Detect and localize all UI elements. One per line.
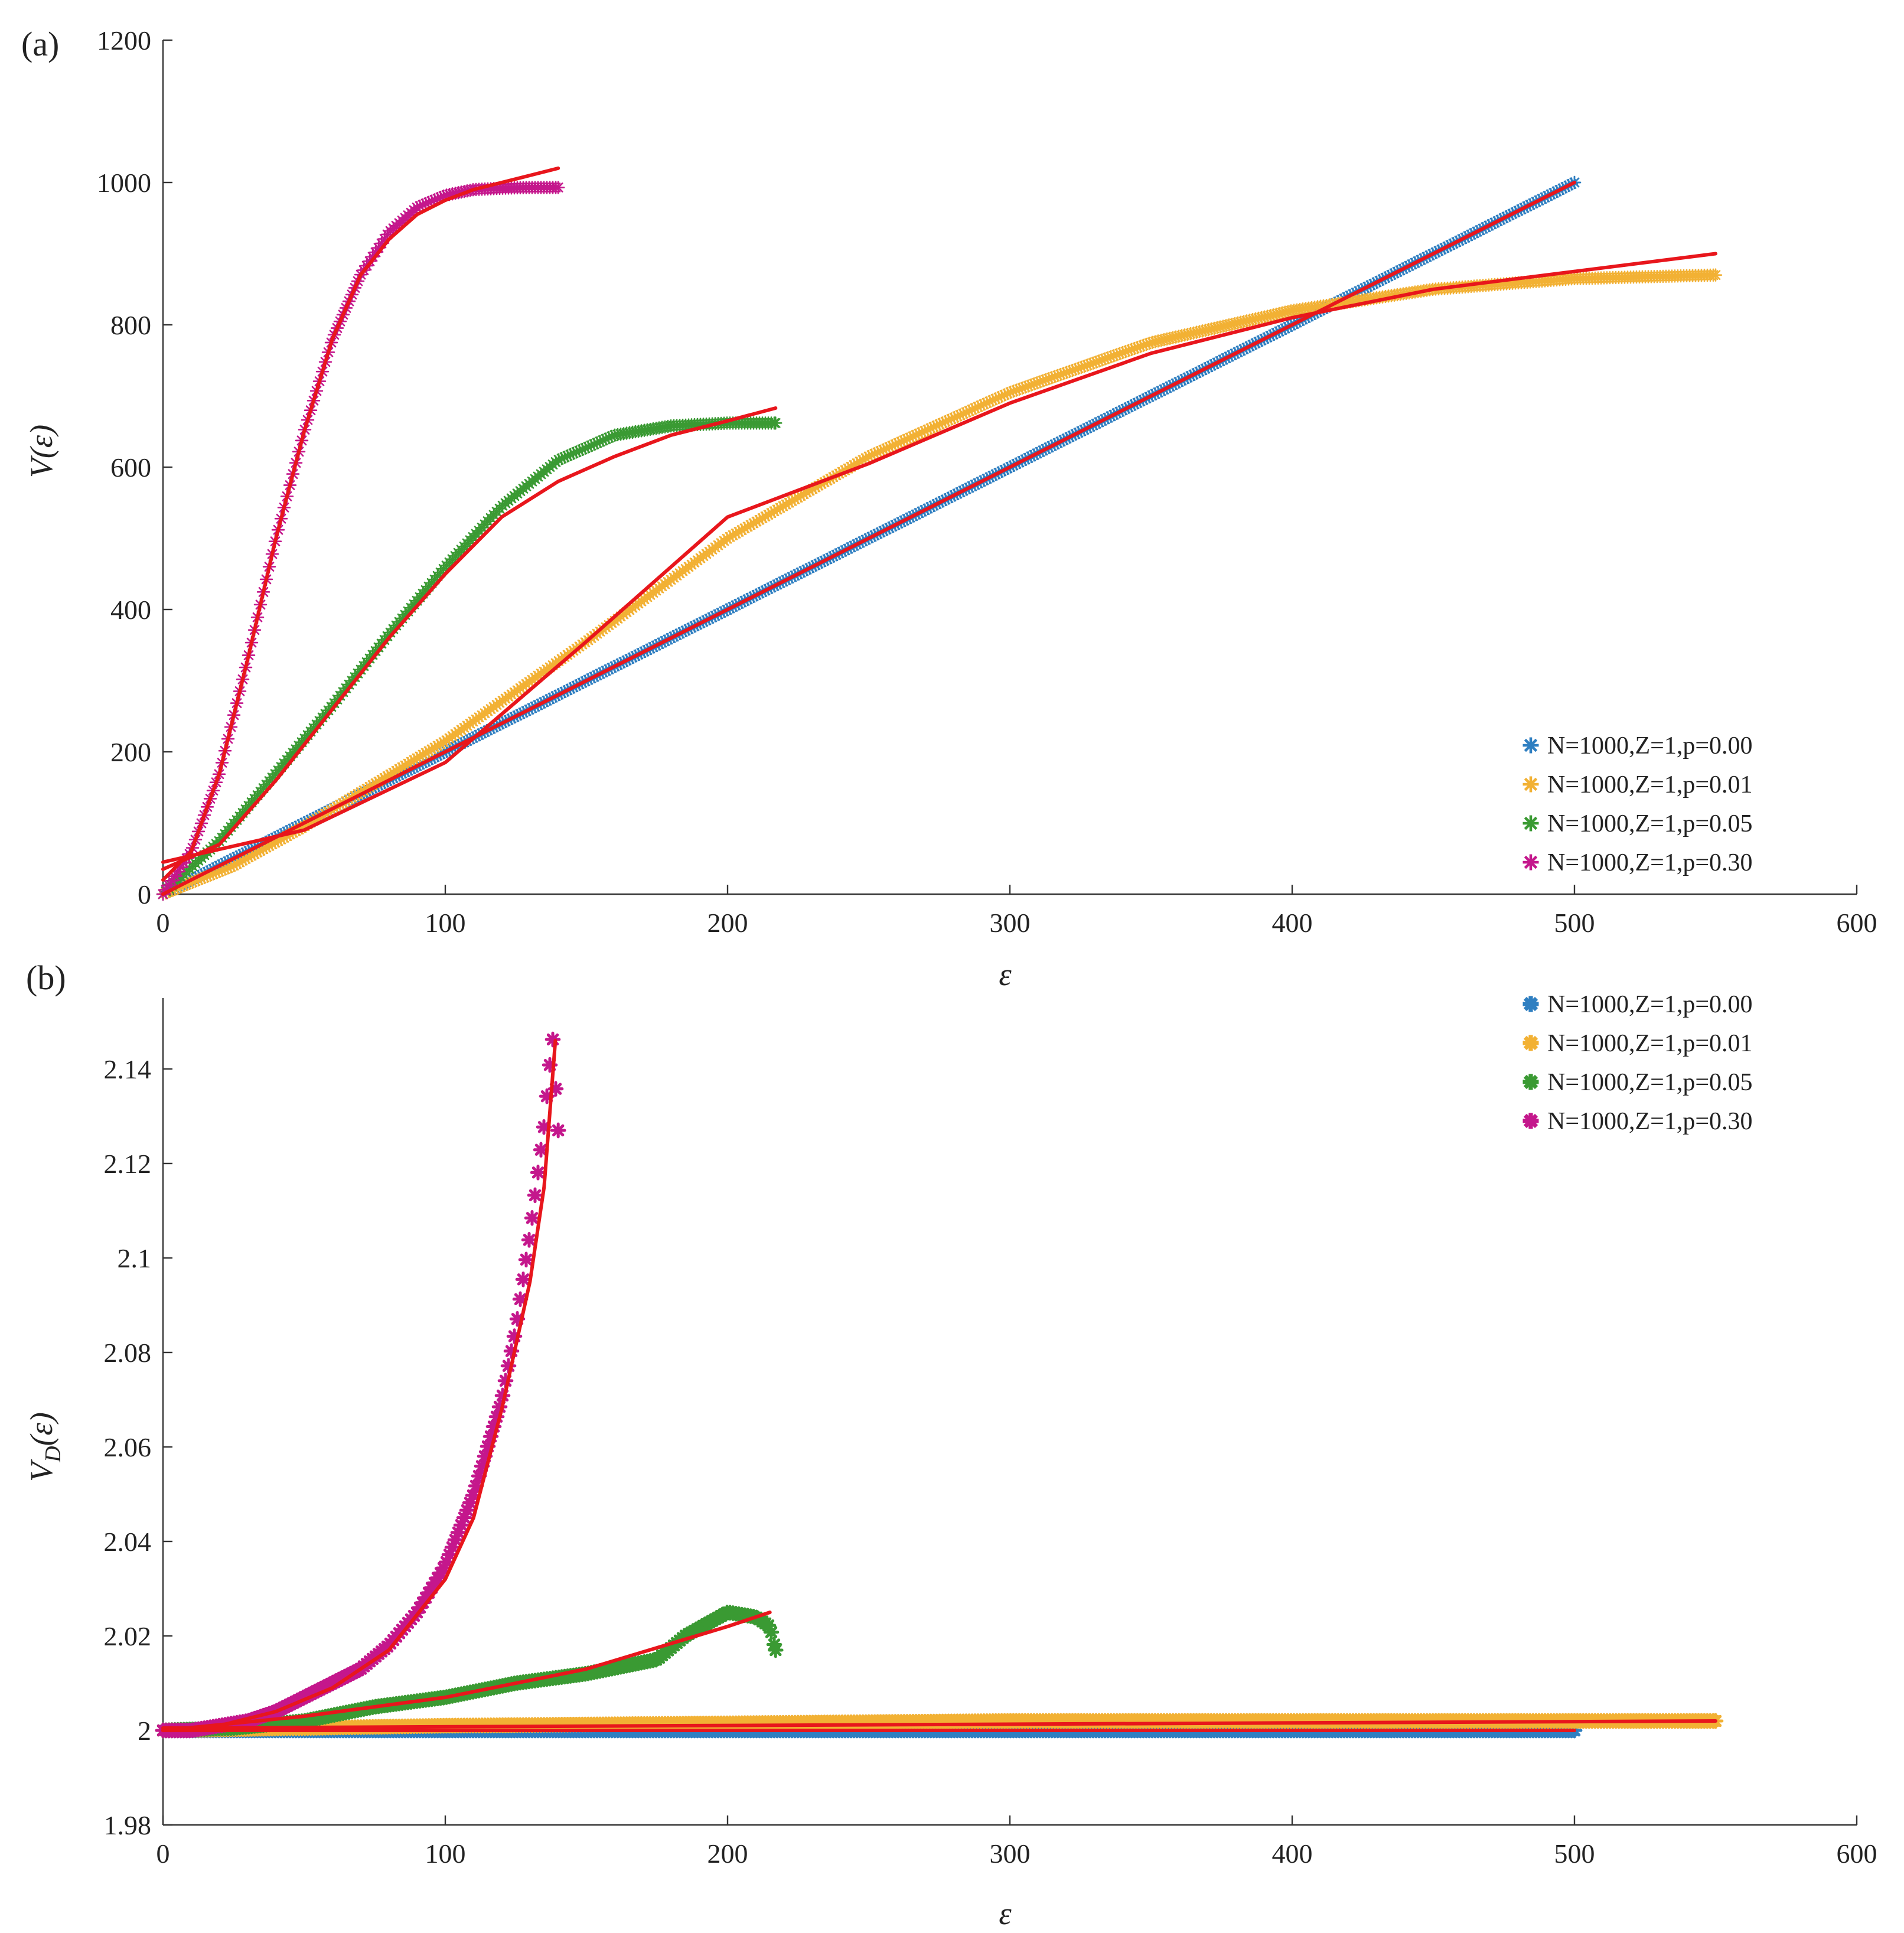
fit-line <box>163 182 1574 894</box>
legend-item: N=1000,Z=1,p=0.00 <box>1523 732 1753 759</box>
y-tick-label: 600 <box>110 452 151 483</box>
data-point <box>523 1234 536 1247</box>
panel-a-y-axis-label: V(ε) <box>24 425 59 478</box>
x-tick-label: 0 <box>157 1839 170 1869</box>
y-tick-label: 1000 <box>97 168 151 198</box>
legend-label: N=1000,Z=1,p=0.05 <box>1547 1069 1753 1096</box>
legend-item: N=1000,Z=1,p=0.05 <box>1523 1069 1753 1096</box>
data-point <box>526 1211 539 1224</box>
y-tick-label: 2.02 <box>104 1621 152 1651</box>
legend-label: N=1000,Z=1,p=0.01 <box>1547 1030 1753 1057</box>
data-point <box>552 182 564 194</box>
legend-item: N=1000,Z=1,p=0.01 <box>1523 1030 1753 1057</box>
panel-b-y-axis-label-sub: D <box>41 1446 66 1462</box>
legend-label: N=1000,Z=1,p=0.00 <box>1547 991 1753 1018</box>
data-point <box>520 1253 533 1266</box>
legend-item: N=1000,Z=1,p=0.05 <box>1523 810 1753 837</box>
panel-b-series <box>157 1033 1722 1737</box>
panel-a: (a) 0 200 400 600 800 1000 1200 0 100 200 300 400 5… <box>21 25 1877 992</box>
panel-b-x-ticks: 0 100 200 300 400 500 600 <box>157 1815 1877 1869</box>
x-tick-label: 0 <box>157 908 170 938</box>
panel-b-y-ticks: 1.98 2 2.02 2.04 2.06 2.08 2.1 2.12 2.14 <box>104 1054 173 1840</box>
panel-b-legend: N=1000,Z=1,p=0.00 N=1000,Z=1,p=0.01 N=1000… <box>1523 991 1753 1135</box>
fit-line <box>163 168 558 880</box>
panel-a-label: (a) <box>21 25 59 63</box>
x-tick-label: 400 <box>1272 908 1313 938</box>
x-tick-label: 600 <box>1837 1839 1877 1869</box>
x-tick-label: 500 <box>1554 1839 1595 1869</box>
x-tick-label: 100 <box>425 1839 466 1869</box>
data-point <box>532 1166 545 1179</box>
legend-item: N=1000,Z=1,p=0.00 <box>1523 991 1753 1018</box>
legend-marker <box>1523 738 1539 754</box>
legend-marker <box>1523 855 1539 871</box>
legend-label: N=1000,Z=1,p=0.01 <box>1547 771 1753 798</box>
y-tick-label: 2 <box>138 1716 151 1746</box>
y-tick-label: 2.08 <box>104 1338 152 1368</box>
data-point <box>765 1626 778 1639</box>
panel-b-y-axis-label-tail: (ε) <box>24 1412 59 1446</box>
x-tick-label: 200 <box>708 1839 748 1869</box>
panel-b-label: (b) <box>26 959 66 997</box>
y-tick-label: 1200 <box>97 25 151 56</box>
x-tick-label: 300 <box>990 908 1031 938</box>
legend-marker <box>1523 996 1539 1012</box>
panel-b-x-axis-label: ε <box>999 1896 1012 1931</box>
legend-label: N=1000,Z=1,p=0.30 <box>1547 1108 1753 1135</box>
data-point <box>1710 269 1722 281</box>
data-point <box>552 1124 565 1137</box>
x-tick-label: 300 <box>990 1839 1031 1869</box>
legend-marker <box>1523 1035 1539 1051</box>
panel-a-x-ticks: 0 100 200 300 400 500 600 <box>157 885 1877 938</box>
panel-b-fit-lines <box>163 1041 1716 1730</box>
y-tick-label: 2.1 <box>118 1243 152 1273</box>
legend-marker <box>1523 1113 1539 1129</box>
series-p030 <box>157 1033 565 1737</box>
data-point <box>546 1033 559 1046</box>
y-tick-label: 400 <box>110 595 151 625</box>
legend-marker <box>1523 1074 1539 1090</box>
panel-a-legend: N=1000,Z=1,p=0.00 N=1000,Z=1,p=0.01 N=1000… <box>1523 732 1753 876</box>
x-tick-label: 200 <box>708 908 748 938</box>
y-tick-label: 2.06 <box>104 1432 152 1462</box>
y-tick-label: 2.14 <box>104 1054 152 1084</box>
data-point <box>769 1644 782 1657</box>
y-tick-label: 200 <box>110 737 151 767</box>
panel-a-x-axis-label: ε <box>999 957 1012 992</box>
y-tick-label: 800 <box>110 310 151 340</box>
y-tick-label: 0 <box>138 879 151 910</box>
legend-label: N=1000,Z=1,p=0.30 <box>1547 849 1753 876</box>
legend-marker <box>1523 777 1539 793</box>
panel-a-y-ticks: 0 200 400 600 800 1000 1200 <box>97 25 172 910</box>
y-tick-label: 2.04 <box>104 1527 152 1557</box>
x-tick-label: 500 <box>1554 908 1595 938</box>
series-p005 <box>157 417 781 900</box>
panel-b-y-axis-label: VD(ε) <box>24 1412 66 1482</box>
legend-label: N=1000,Z=1,p=0.00 <box>1547 732 1753 759</box>
y-tick-label: 2.12 <box>104 1149 152 1179</box>
panel-a-series <box>157 177 1722 900</box>
legend-marker <box>1523 816 1539 832</box>
legend-item: N=1000,Z=1,p=0.30 <box>1523 1108 1753 1135</box>
legend-label: N=1000,Z=1,p=0.05 <box>1547 810 1753 837</box>
x-tick-label: 600 <box>1837 908 1877 938</box>
legend-item: N=1000,Z=1,p=0.01 <box>1523 771 1753 798</box>
y-tick-label: 1.98 <box>104 1810 152 1840</box>
fit-line <box>163 1041 555 1730</box>
x-tick-label: 100 <box>425 908 466 938</box>
legend-item: N=1000,Z=1,p=0.30 <box>1523 849 1753 876</box>
panel-a-fit-lines <box>163 168 1716 894</box>
data-point <box>529 1189 542 1202</box>
panel-b: (b) 1.98 2 2.02 2.04 2.06 2.08 2.1 2.12 2.14 0 10… <box>24 959 1877 1931</box>
data-point <box>770 417 781 429</box>
series-p001 <box>157 269 1722 900</box>
x-tick-label: 400 <box>1272 1839 1313 1869</box>
